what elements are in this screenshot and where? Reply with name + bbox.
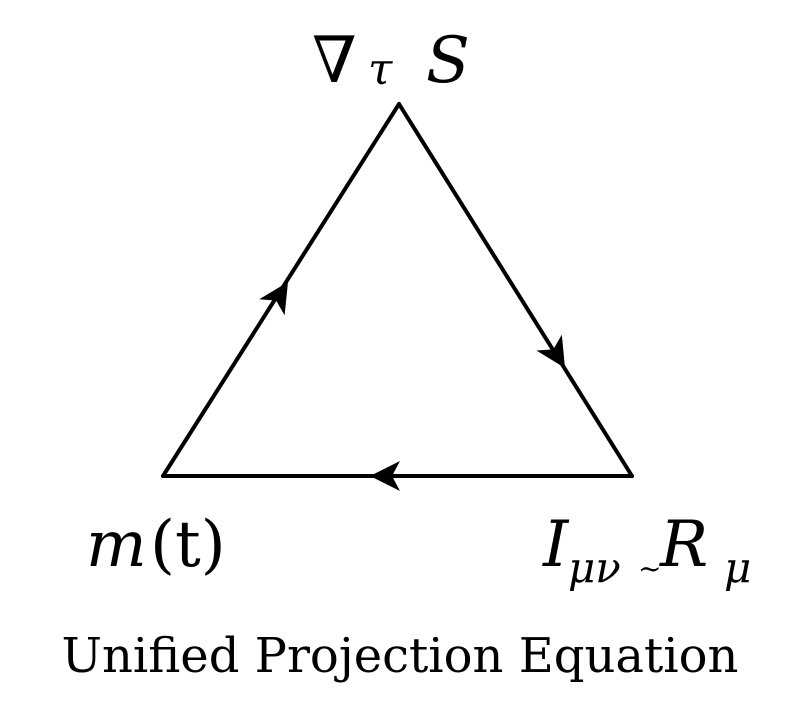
I-subscript: μν [568,543,621,592]
node-right-label: I μν ~ R μ [542,508,751,592]
I-symbol: I [542,508,570,582]
arrowhead-bottom-edge [370,461,400,491]
R-symbol: R [659,508,708,582]
tilde-symbol: ~ [638,552,661,585]
arrowhead-left-edge [259,282,288,316]
R-subscript: μ [724,543,751,592]
entropy-symbol: S [426,24,470,98]
edge-top-to-right [397,102,634,478]
node-left-label: m (t) [86,508,226,582]
diagram-caption: Unified Projection Equation [62,628,739,684]
node-top-label: ∇ τ S [312,24,470,98]
nabla-symbol: ∇ [312,24,357,98]
m-symbol: m [86,508,147,582]
tau-subscript: τ [368,44,393,95]
m-argument: (t) [150,508,226,582]
arrowhead-right-edge [536,334,565,368]
